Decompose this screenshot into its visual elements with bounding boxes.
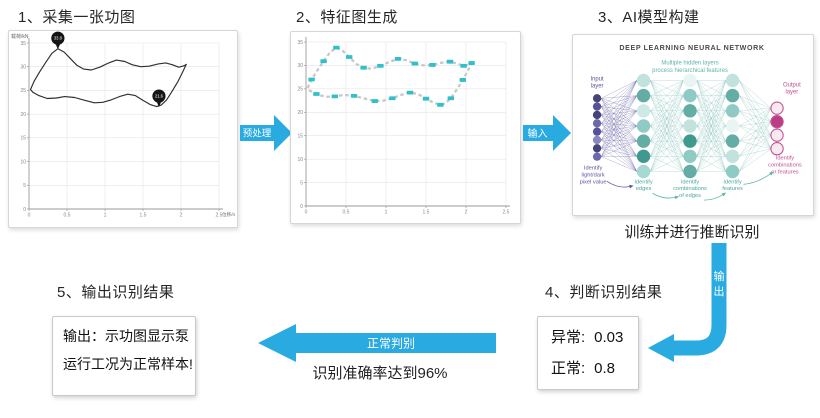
- svg-text:process hierarchical features: process hierarchical features: [652, 68, 728, 74]
- svg-text:30: 30: [297, 63, 303, 69]
- svg-text:0: 0: [305, 210, 308, 216]
- output-text-line1: 输出：示功图显示泵: [63, 328, 189, 344]
- svg-text:2.5: 2.5: [216, 213, 223, 219]
- svg-text:载荷/kN: 载荷/kN: [11, 33, 29, 40]
- abnormal-row: 异常: 0.03: [538, 328, 638, 348]
- svg-text:2: 2: [180, 213, 183, 219]
- svg-text:Identify: Identify: [634, 179, 653, 185]
- output-arrow-shape: [674, 243, 727, 356]
- feature-map-panel: 0 0.5 1 1.5 2 2.5 0 5 10 15 20 25 30 35: [290, 31, 521, 224]
- input-arrow: 输入: [523, 115, 571, 151]
- input-arrow-shape: [523, 115, 571, 151]
- preprocess-arrow-shape: [240, 115, 292, 151]
- step3-title: 3、AI模型构建: [598, 9, 700, 26]
- preprocess-arrow: 预处理: [240, 115, 292, 151]
- preprocess-arrow-label: 预处理: [243, 128, 272, 140]
- svg-text:0: 0: [300, 204, 303, 210]
- step5-title: 5、输出识别结果: [57, 284, 175, 301]
- output-result-box: 输出：示功图显示泵 运行工况为正常样本!: [52, 316, 196, 396]
- normal-row: 正常: 0.8: [538, 359, 638, 379]
- step2-title: 2、特征图生成: [296, 9, 398, 26]
- svg-text:of edges: of edges: [679, 193, 701, 199]
- feature-map-chart: 0 0.5 1 1.5 2 2.5 0 5 10 15 20 25 30 35: [297, 37, 510, 216]
- normal-judge-arrow-shape: [258, 324, 496, 362]
- svg-text:33.8: 33.8: [54, 36, 63, 41]
- input-arrow-label: 输入: [528, 127, 548, 140]
- neural-network-panel: DEEP LEARNING NEURAL NETWORK Multiple hid…: [572, 34, 814, 216]
- svg-text:or features: or features: [771, 169, 798, 175]
- svg-text:2.5: 2.5: [503, 210, 510, 216]
- svg-text:30: 30: [20, 65, 26, 71]
- svg-text:0.5: 0.5: [64, 213, 71, 219]
- normal-judge-arrow: 正常判别: [258, 324, 496, 362]
- svg-text:35: 35: [20, 41, 26, 47]
- svg-text:combinations: combinations: [768, 163, 802, 169]
- abnormal-label: 异常:: [551, 329, 586, 346]
- svg-text:25: 25: [297, 87, 303, 93]
- svg-text:layer: layer: [591, 83, 604, 89]
- svg-text:25: 25: [20, 88, 26, 94]
- svg-text:features: features: [722, 186, 743, 192]
- svg-text:Input: Input: [590, 76, 604, 82]
- svg-text:35: 35: [297, 40, 303, 46]
- svg-text:Identify: Identify: [723, 179, 742, 185]
- svg-text:5: 5: [23, 183, 26, 189]
- svg-text:1: 1: [104, 213, 107, 219]
- svg-text:21.6: 21.6: [155, 94, 164, 99]
- judge-result-box: 异常: 0.03 正常: 0.8: [537, 316, 639, 390]
- output-arrow: 输出: [648, 243, 727, 362]
- svg-text:edges: edges: [636, 186, 652, 192]
- dynamometer-card-panel: 0 0.5 1 1.5 2 2.5 0 5 10 15 20 25 30 35 载荷/kN 位移/m 33.8 2…: [8, 30, 238, 228]
- svg-text:Identify: Identify: [584, 165, 603, 171]
- output-arrow-label: 输出: [714, 269, 725, 298]
- svg-text:20: 20: [297, 110, 303, 116]
- svg-text:10: 10: [297, 157, 303, 163]
- svg-text:15: 15: [20, 136, 26, 142]
- svg-text:light/dark: light/dark: [582, 172, 605, 178]
- neural-network-figure: DEEP LEARNING NEURAL NETWORK Multiple hid…: [580, 44, 802, 201]
- svg-text:Identify: Identify: [681, 179, 700, 185]
- output-arrowhead: [648, 334, 674, 362]
- output-text-line2: 运行工况为正常样本!: [63, 356, 193, 372]
- normal-judge-arrow-label: 正常判别: [367, 337, 415, 351]
- svg-text:Multiple hidden layers: Multiple hidden layers: [661, 61, 718, 67]
- normal-value: 0.8: [594, 360, 616, 377]
- accuracy-caption: 识别准确率达到96%: [312, 365, 448, 382]
- svg-text:combinations: combinations: [673, 186, 707, 192]
- svg-text:位移/m: 位移/m: [222, 211, 235, 218]
- step1-title: 1、采集一张功图: [18, 9, 136, 26]
- svg-text:0: 0: [23, 207, 26, 213]
- abnormal-value: 0.03: [594, 329, 624, 346]
- svg-text:0.5: 0.5: [343, 210, 350, 216]
- svg-text:15: 15: [297, 134, 303, 140]
- svg-text:Output: Output: [783, 82, 801, 88]
- svg-text:1.5: 1.5: [423, 210, 430, 216]
- svg-text:layer: layer: [785, 89, 798, 95]
- svg-text:1.5: 1.5: [140, 213, 147, 219]
- svg-text:pixel value: pixel value: [580, 179, 607, 185]
- normal-label: 正常:: [551, 360, 586, 377]
- svg-text:5: 5: [300, 180, 303, 186]
- svg-text:DEEP LEARNING NEURAL NETWORK: DEEP LEARNING NEURAL NETWORK: [619, 44, 764, 52]
- svg-text:2: 2: [465, 210, 468, 216]
- svg-text:Identify: Identify: [776, 156, 795, 162]
- svg-text:20: 20: [20, 112, 26, 118]
- svg-text:1: 1: [385, 210, 388, 216]
- step4-title: 4、判断识别结果: [545, 284, 663, 301]
- train-caption: 训练并进行推断识别: [624, 224, 760, 241]
- svg-text:0: 0: [28, 213, 31, 219]
- svg-text:10: 10: [20, 159, 26, 165]
